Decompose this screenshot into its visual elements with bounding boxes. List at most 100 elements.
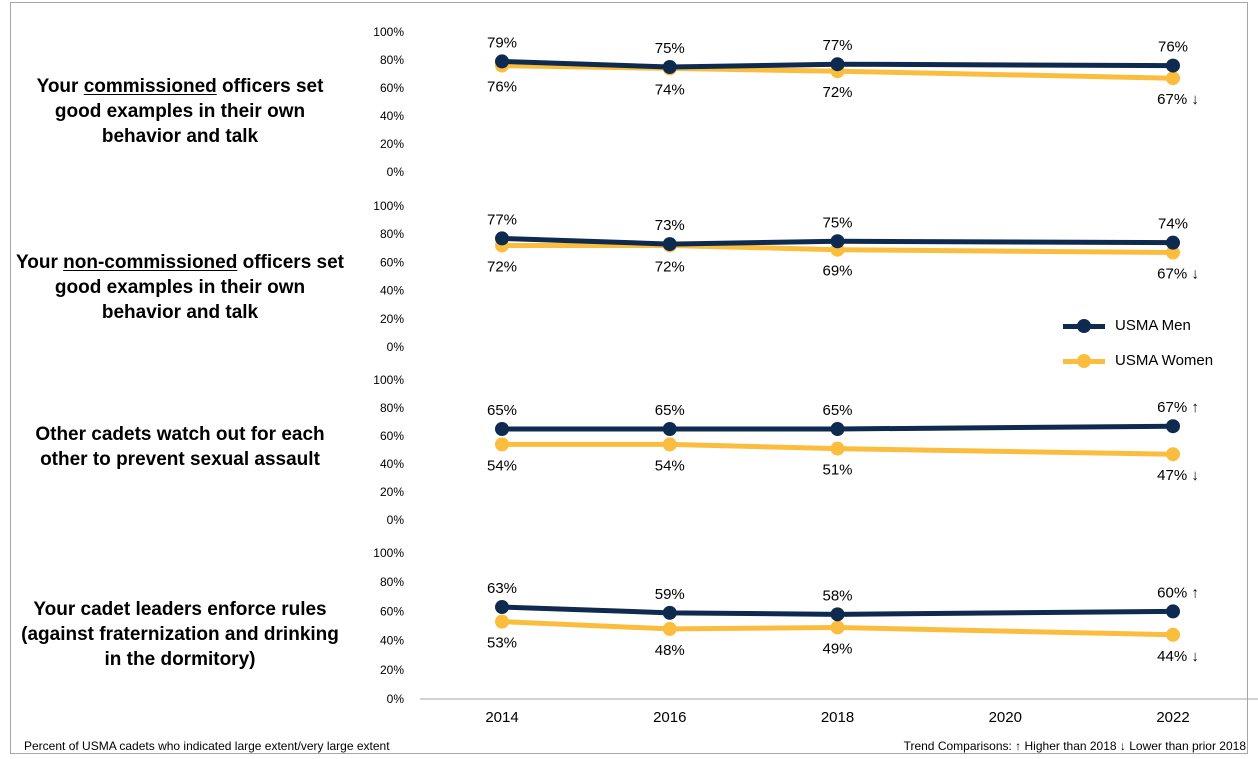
chart-frame xyxy=(10,2,1248,754)
data-label-women: 72% xyxy=(487,258,517,275)
footer-trend-key: Trend Comparisons: ↑ Higher than 2018 ↓ … xyxy=(903,739,1246,753)
data-label-women: 67% ↓ xyxy=(1157,91,1199,108)
data-label-men: 67% ↑ xyxy=(1157,399,1199,416)
x-tick-label: 2022 xyxy=(1156,709,1189,726)
y-tick-label: 100% xyxy=(373,199,404,213)
data-point-men xyxy=(1166,58,1180,73)
y-tick-label: 0% xyxy=(387,513,405,527)
data-point-men xyxy=(830,234,845,249)
data-point-men xyxy=(830,607,845,622)
data-label-women: 49% xyxy=(822,640,852,657)
data-label-men: 59% xyxy=(655,586,685,603)
data-point-women xyxy=(662,621,677,636)
y-tick-label: 0% xyxy=(387,165,405,179)
data-point-men xyxy=(495,54,509,69)
data-point-men xyxy=(662,422,677,436)
y-tick-label: 60% xyxy=(380,429,404,443)
data-point-women xyxy=(495,437,509,452)
legend-label-men: USMA Men xyxy=(1115,317,1191,334)
data-label-men: 65% xyxy=(822,402,852,419)
data-label-men: 77% xyxy=(822,37,852,54)
series-line-men xyxy=(501,604,1174,617)
y-tick-label: 20% xyxy=(380,312,404,326)
y-tick-label: 60% xyxy=(380,81,404,95)
y-tick-label: 0% xyxy=(387,340,405,354)
data-point-women xyxy=(662,437,677,452)
legend-item-men: USMA Men xyxy=(1063,308,1213,343)
series-line-women xyxy=(502,441,1174,457)
y-tick-label: 40% xyxy=(380,457,404,471)
data-label-men: 65% xyxy=(487,402,517,419)
data-point-women xyxy=(1166,447,1180,462)
data-label-men: 63% xyxy=(487,580,517,597)
data-label-women: 44% ↓ xyxy=(1157,648,1199,665)
data-label-men: 76% xyxy=(1158,39,1188,56)
question-label-commissioned: Your commissioned officers set good exam… xyxy=(36,76,324,147)
data-label-women: 69% xyxy=(822,263,852,280)
y-tick-label: 80% xyxy=(380,227,404,241)
series-line-women xyxy=(501,619,1174,638)
data-point-women xyxy=(830,620,845,635)
series-line-women xyxy=(501,63,1174,81)
y-tick-label: 60% xyxy=(380,255,404,269)
data-label-women: 72% xyxy=(822,84,852,101)
underlined-term: commissioned xyxy=(83,76,217,97)
data-label-women: 53% xyxy=(487,635,517,652)
data-point-men xyxy=(495,231,509,246)
y-tick-label: 20% xyxy=(380,137,404,151)
data-point-women xyxy=(495,614,509,629)
data-point-women xyxy=(1166,627,1180,642)
data-label-men: 65% xyxy=(655,402,685,419)
data-label-women: 74% xyxy=(655,81,685,98)
series-line-men xyxy=(502,423,1174,432)
x-tick-label: 2014 xyxy=(485,709,518,726)
y-tick-label: 100% xyxy=(373,25,404,39)
data-label-women: 54% xyxy=(487,457,517,474)
data-label-men: 75% xyxy=(655,40,685,57)
data-label-women: 48% xyxy=(655,642,685,659)
series-line-women xyxy=(502,242,1174,256)
data-point-men xyxy=(830,422,845,436)
data-label-women: 54% xyxy=(655,457,685,474)
data-point-men xyxy=(495,422,509,436)
data-label-men: 73% xyxy=(655,217,685,234)
y-tick-label: 0% xyxy=(387,692,405,706)
data-point-men xyxy=(830,57,845,72)
data-label-women: 67% ↓ xyxy=(1157,266,1199,283)
data-label-men: 79% xyxy=(487,34,517,51)
legend-swatch-women xyxy=(1063,353,1105,369)
question-label-non-commissioned: Your non-commissioned officers set good … xyxy=(16,252,344,323)
y-tick-label: 80% xyxy=(380,401,404,415)
data-point-women xyxy=(1166,71,1180,86)
data-point-men xyxy=(1166,419,1180,434)
series-line-men xyxy=(501,58,1174,70)
legend-swatch-men xyxy=(1063,318,1105,334)
data-point-men xyxy=(1166,235,1180,250)
series-line-men xyxy=(501,235,1174,247)
legend-item-women: USMA Women xyxy=(1063,343,1213,378)
data-label-men: 58% xyxy=(822,587,852,604)
data-point-men xyxy=(662,605,677,620)
question-label-watch-out: Other cadets watch out for each other to… xyxy=(35,424,325,470)
legend: USMA Men USMA Women xyxy=(1063,308,1213,378)
y-tick-label: 100% xyxy=(373,546,404,560)
data-label-men: 74% xyxy=(1158,216,1188,233)
y-tick-label: 100% xyxy=(373,373,404,387)
data-label-men: 60% ↑ xyxy=(1157,584,1199,601)
underlined-term: non-commissioned xyxy=(63,252,238,273)
data-point-women xyxy=(1166,245,1180,260)
data-label-women: 72% xyxy=(655,258,685,275)
legend-label-women: USMA Women xyxy=(1115,352,1214,369)
data-point-men xyxy=(662,237,677,252)
y-tick-label: 40% xyxy=(380,109,404,123)
data-label-women: 47% ↓ xyxy=(1157,467,1199,484)
y-tick-label: 80% xyxy=(380,53,404,67)
footer-note: Percent of USMA cadets who indicated lar… xyxy=(24,739,390,753)
x-tick-label: 2016 xyxy=(653,709,686,726)
x-tick-label: 2018 xyxy=(821,709,854,726)
data-label-men: 75% xyxy=(822,214,852,231)
y-tick-label: 60% xyxy=(380,604,404,618)
data-point-men xyxy=(1166,604,1180,619)
question-label-enforce-rules: Your cadet leaders enforce rules (agains… xyxy=(21,599,339,670)
